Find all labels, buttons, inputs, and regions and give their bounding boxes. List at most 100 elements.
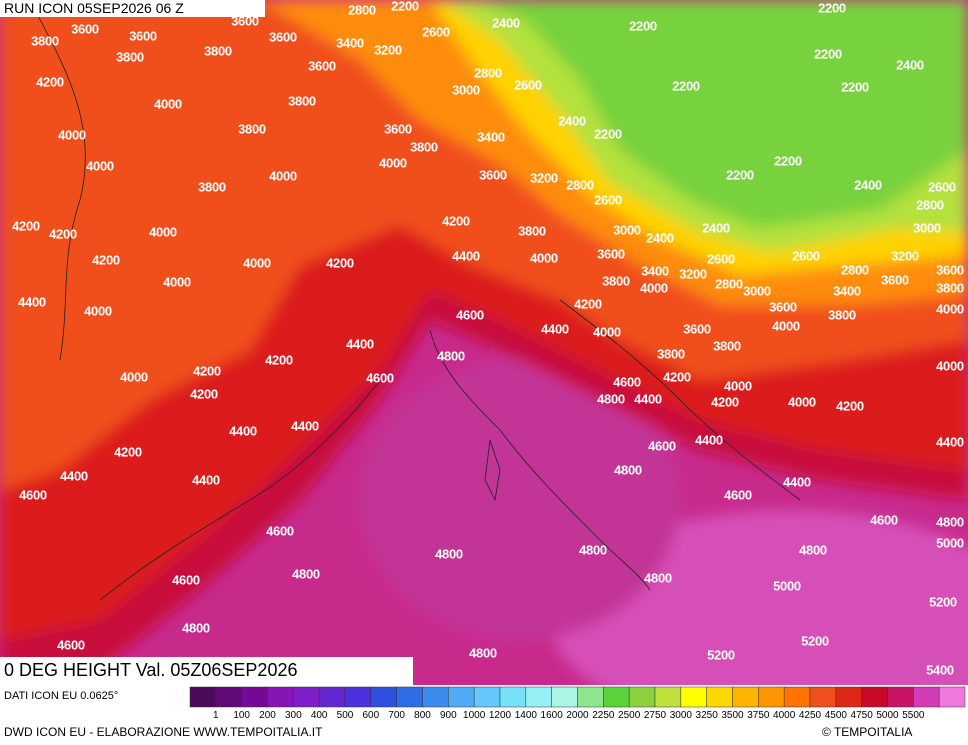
contour-label: 3600	[384, 121, 412, 136]
contour-label: 2800	[916, 197, 944, 212]
legend-label: 1400	[515, 710, 538, 721]
contour-label: 4400	[541, 321, 569, 336]
contour-label: 3000	[613, 222, 641, 237]
contour-label: 4000	[640, 280, 668, 295]
coastline	[484, 439, 501, 502]
contour-label: 3000	[743, 283, 771, 298]
field-box	[0, 657, 413, 685]
contour-label: 4200	[92, 252, 120, 267]
contour-label: 4000	[243, 255, 271, 270]
contour-label: 2200	[629, 18, 657, 33]
copyright-text: © TEMPOITALIA	[822, 725, 912, 739]
contour-label: 4200	[190, 386, 218, 401]
contour-label: 4800	[614, 462, 642, 477]
legend-swatch	[913, 686, 940, 708]
legend-label: 5000	[876, 710, 899, 721]
contour-label: 4400	[346, 336, 374, 351]
legend-swatch	[215, 686, 242, 708]
contour-label: 3600	[881, 272, 909, 287]
legend-swatch	[499, 686, 527, 708]
contour-label: 5200	[801, 633, 829, 648]
legend-label: 4750	[851, 710, 874, 721]
contour-label: 4400	[936, 434, 964, 449]
contour-label: 4000	[163, 274, 191, 289]
legend-swatch	[680, 686, 707, 708]
contour-label: 2400	[702, 220, 730, 235]
contour-label: 2200	[814, 46, 842, 61]
legend-label: 3000	[670, 710, 693, 721]
contour-label: 4800	[182, 620, 210, 635]
map-field	[0, 0, 968, 730]
contour-label: 4000	[120, 369, 148, 384]
legend-swatch	[732, 686, 759, 708]
contour-label: 4000	[84, 303, 112, 318]
contour-label: 5000	[773, 578, 801, 593]
contour-label: 4200	[49, 226, 77, 241]
field-patch	[360, 360, 680, 640]
contour-label: 4600	[366, 370, 394, 385]
legend-swatch	[551, 686, 578, 708]
contour-label: 2800	[715, 276, 743, 291]
contour-label: 3800	[31, 33, 59, 48]
contour-label: 3600	[269, 29, 297, 44]
contour-label: 2200	[726, 167, 754, 182]
contour-label: 4800	[435, 546, 463, 561]
legend-label: 3500	[721, 710, 744, 721]
contour-label: 2200	[774, 153, 802, 168]
contour-label: 4400	[60, 468, 88, 483]
legend-swatch	[370, 686, 397, 708]
contour-label: 2400	[854, 177, 882, 192]
legend-label: 400	[311, 710, 328, 721]
legend-label: 1600	[541, 710, 564, 721]
contour-label: 4400	[783, 474, 811, 489]
legend-swatch	[241, 686, 268, 708]
field-patch	[475, 0, 968, 228]
contour-label: 2800	[474, 65, 502, 80]
legend-label: 3250	[696, 710, 719, 721]
contour-label: 4200	[663, 369, 691, 384]
contour-label: 4800	[292, 566, 320, 581]
source-text: DATI ICON EU 0.0625°	[4, 690, 118, 702]
contour-label: 2200	[818, 0, 846, 15]
contour-label: 3800	[713, 338, 741, 353]
contour-label: 3600	[683, 321, 711, 336]
contour-label: 3400	[641, 263, 669, 278]
contour-label: 4000	[379, 155, 407, 170]
contour-label: 4400	[18, 294, 46, 309]
legend-label: 1000	[463, 710, 486, 721]
contour-label: 4800	[799, 542, 827, 557]
contour-label: 2600	[422, 24, 450, 39]
contour-label: 4000	[58, 127, 86, 142]
legend-label: 2500	[618, 710, 641, 721]
contour-label: 4000	[593, 324, 621, 339]
contour-label: 2400	[646, 230, 674, 245]
legend-label: 200	[259, 710, 276, 721]
contour-label: 2600	[594, 192, 622, 207]
contour-label: 2200	[594, 126, 622, 141]
coastline	[559, 299, 801, 501]
legend-label: 2750	[644, 710, 667, 721]
contour-label: 3800	[198, 179, 226, 194]
legend-swatch	[525, 686, 552, 708]
legend-swatch	[758, 686, 785, 708]
contour-label: 2400	[558, 113, 586, 128]
contour-label: 4400	[634, 391, 662, 406]
legend-swatch	[628, 686, 656, 708]
contour-label: 4200	[114, 444, 142, 459]
contour-label: 4200	[326, 255, 354, 270]
contour-label: 3200	[891, 248, 919, 263]
contour-label: 3600	[479, 167, 507, 182]
contour-label: 3200	[679, 266, 707, 281]
contour-label: 4600	[870, 512, 898, 527]
contour-label: 4400	[695, 432, 723, 447]
contour-label: 3000	[913, 220, 941, 235]
field-title: 0 DEG HEIGHT Val. 05Z06SEP2026	[4, 660, 297, 680]
contour-label: 4400	[291, 418, 319, 433]
contour-label: 4600	[266, 523, 294, 538]
legend-label: 4250	[799, 710, 822, 721]
contour-label: 3800	[936, 280, 964, 295]
legend-label: 2250	[592, 710, 615, 721]
contour-label: 4200	[836, 398, 864, 413]
